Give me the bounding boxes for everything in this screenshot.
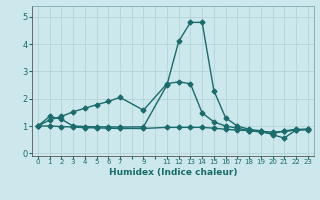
X-axis label: Humidex (Indice chaleur): Humidex (Indice chaleur) bbox=[108, 168, 237, 177]
